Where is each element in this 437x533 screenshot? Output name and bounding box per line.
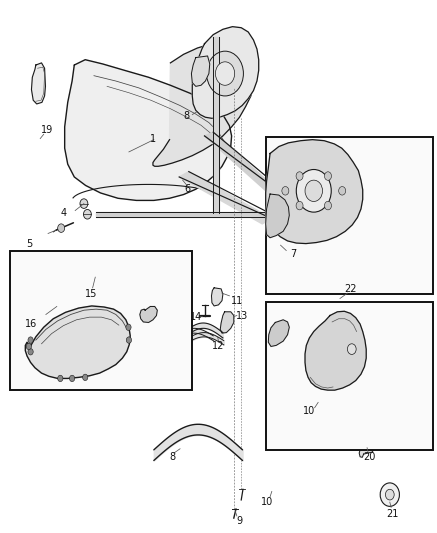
- Text: 22: 22: [344, 284, 357, 294]
- Circle shape: [282, 187, 289, 195]
- Bar: [266, 137, 433, 294]
- Text: 13: 13: [236, 311, 249, 320]
- Polygon shape: [31, 63, 45, 104]
- Text: 15: 15: [85, 289, 97, 299]
- Polygon shape: [205, 132, 280, 196]
- Text: 11: 11: [231, 296, 243, 305]
- Polygon shape: [220, 312, 234, 333]
- Circle shape: [83, 374, 88, 381]
- Text: 16: 16: [25, 319, 38, 329]
- Polygon shape: [191, 56, 210, 86]
- Text: 19: 19: [41, 125, 53, 135]
- Polygon shape: [96, 212, 274, 217]
- Circle shape: [207, 51, 243, 96]
- Circle shape: [324, 201, 331, 210]
- Polygon shape: [153, 42, 254, 166]
- Bar: [266, 302, 433, 450]
- Text: 8: 8: [183, 111, 189, 121]
- Circle shape: [58, 224, 65, 232]
- Circle shape: [26, 343, 31, 350]
- Polygon shape: [179, 172, 272, 224]
- Text: 12: 12: [212, 342, 225, 351]
- Polygon shape: [212, 288, 223, 306]
- Polygon shape: [305, 311, 366, 390]
- Polygon shape: [140, 306, 157, 322]
- Circle shape: [69, 375, 75, 382]
- Circle shape: [215, 62, 235, 85]
- Circle shape: [339, 187, 346, 195]
- Circle shape: [324, 172, 331, 180]
- Circle shape: [296, 172, 303, 180]
- Circle shape: [347, 344, 356, 354]
- Polygon shape: [268, 232, 285, 284]
- Circle shape: [380, 483, 399, 506]
- Circle shape: [126, 324, 131, 330]
- Circle shape: [126, 337, 132, 343]
- Text: 21: 21: [386, 509, 399, 519]
- Text: 10: 10: [303, 407, 316, 416]
- Polygon shape: [192, 27, 259, 118]
- Polygon shape: [268, 320, 289, 346]
- Text: 10: 10: [261, 497, 274, 507]
- Text: 20: 20: [363, 452, 375, 462]
- Circle shape: [83, 209, 91, 219]
- Bar: [10, 251, 192, 390]
- Polygon shape: [266, 194, 289, 238]
- Circle shape: [58, 375, 63, 382]
- Text: 7: 7: [291, 249, 297, 259]
- Circle shape: [28, 349, 33, 355]
- Polygon shape: [25, 306, 130, 378]
- Polygon shape: [359, 437, 375, 457]
- Circle shape: [385, 489, 394, 500]
- Circle shape: [296, 169, 331, 212]
- Text: 8: 8: [170, 453, 176, 462]
- Text: 6: 6: [184, 184, 190, 194]
- Circle shape: [305, 180, 323, 201]
- Polygon shape: [65, 60, 232, 200]
- Text: 9: 9: [236, 516, 243, 526]
- Polygon shape: [266, 140, 363, 244]
- Text: 5: 5: [27, 239, 33, 249]
- Circle shape: [296, 201, 303, 210]
- Polygon shape: [213, 37, 219, 213]
- Text: 4: 4: [60, 208, 66, 218]
- Circle shape: [80, 199, 88, 208]
- Text: 1: 1: [150, 134, 156, 143]
- Text: 14: 14: [190, 312, 202, 322]
- Circle shape: [28, 337, 33, 343]
